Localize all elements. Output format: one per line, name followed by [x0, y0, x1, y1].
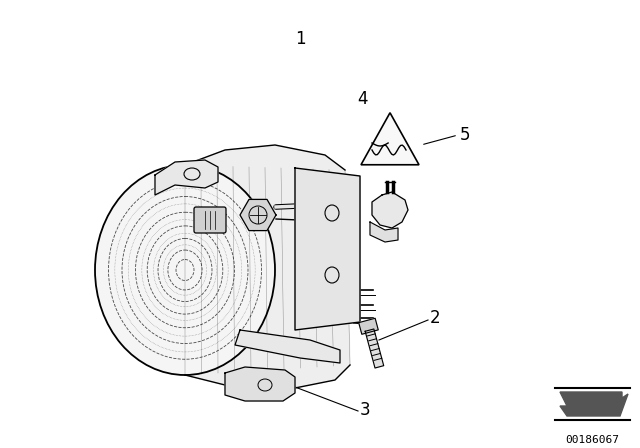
Polygon shape — [370, 222, 398, 242]
FancyBboxPatch shape — [194, 207, 226, 233]
Text: 3: 3 — [360, 401, 371, 419]
Polygon shape — [372, 192, 408, 228]
Polygon shape — [365, 329, 384, 368]
Text: 4: 4 — [356, 90, 367, 108]
Polygon shape — [361, 113, 419, 165]
Polygon shape — [560, 392, 628, 416]
Polygon shape — [240, 199, 276, 231]
Text: 00186067: 00186067 — [565, 435, 619, 445]
Polygon shape — [295, 168, 360, 330]
Polygon shape — [358, 318, 378, 334]
Polygon shape — [225, 367, 295, 401]
Polygon shape — [185, 145, 350, 390]
Text: 2: 2 — [430, 309, 440, 327]
Ellipse shape — [95, 165, 275, 375]
Polygon shape — [155, 160, 218, 195]
Polygon shape — [235, 330, 340, 363]
Text: 5: 5 — [460, 126, 470, 144]
Text: 1: 1 — [294, 30, 305, 48]
